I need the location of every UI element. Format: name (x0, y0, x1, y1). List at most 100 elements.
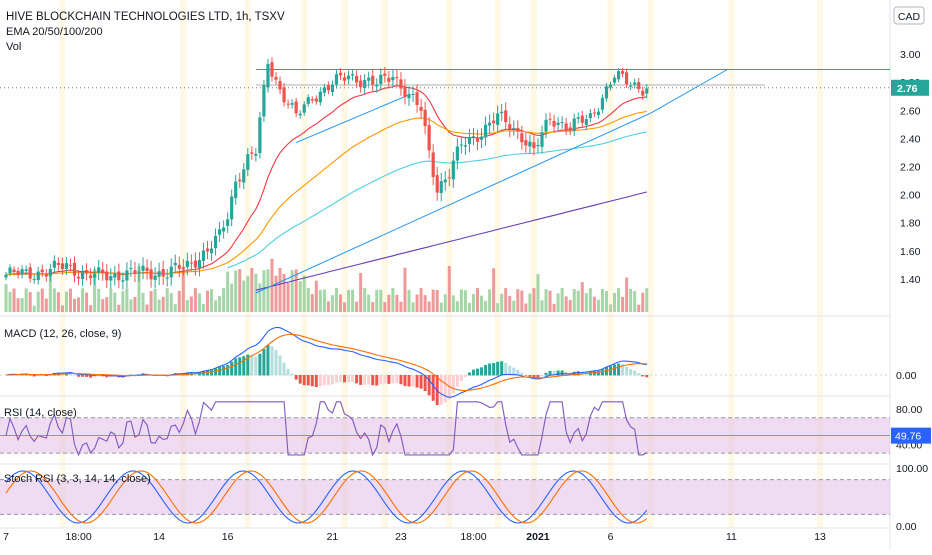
candle-body (254, 153, 258, 156)
volume-bar (44, 298, 48, 312)
volume-bar (532, 288, 536, 312)
macd-histogram-bar (306, 375, 310, 386)
macd-histogram-bar (544, 372, 548, 376)
volume-bar (524, 303, 528, 312)
volume-bar (262, 270, 266, 312)
volume-bar (302, 275, 306, 312)
volume-bar (157, 299, 161, 312)
macd-histogram-bar (641, 375, 645, 377)
volume-bar (580, 282, 584, 312)
candle-body (359, 80, 363, 88)
rsi-line (5, 401, 648, 457)
highlight-band (494, 0, 501, 528)
volume-bar (218, 296, 222, 312)
macd-histogram-bar (351, 375, 355, 383)
candle-body (447, 177, 451, 179)
volume-bar (8, 291, 12, 312)
candle-body (334, 74, 339, 85)
volume-bar (125, 288, 129, 312)
rsi-pane (0, 401, 890, 457)
candle-body (250, 152, 254, 154)
candle-body (72, 262, 77, 276)
highlight-band (728, 0, 735, 528)
candle-body (604, 86, 609, 99)
price-tick-label: 1.60 (900, 246, 921, 258)
candle-body (109, 276, 113, 281)
price-pane (0, 57, 890, 312)
candle-body (540, 132, 544, 147)
volume-bar (177, 290, 181, 312)
volume-bar (471, 294, 475, 312)
volume-bar (383, 302, 387, 312)
candle-body (197, 260, 202, 269)
candle-body (330, 84, 335, 92)
volume-bar (500, 293, 504, 312)
macd-histogram-bar (218, 366, 222, 376)
volume-bar (629, 288, 633, 312)
macd-histogram-bar (399, 375, 403, 385)
candle-body (266, 64, 270, 88)
macd-histogram-bar (68, 372, 72, 376)
channel-trendline (295, 94, 410, 144)
candle-body (427, 125, 431, 151)
ema-line-100 (227, 131, 647, 269)
macd-histogram-bar (556, 370, 560, 376)
macd-histogram-bar (439, 375, 443, 405)
candle-body (568, 127, 572, 130)
volume-bar (347, 289, 351, 312)
candle-body (612, 77, 617, 83)
macd-histogram-bar (411, 375, 415, 387)
macd-histogram-bar (516, 369, 520, 376)
macd-pane (0, 326, 890, 406)
macd-histogram-bar (230, 361, 234, 376)
macd-histogram-bar (262, 349, 266, 376)
macd-histogram-bar (334, 375, 338, 383)
candle-body (52, 260, 56, 268)
candle-body (105, 271, 109, 281)
volume-bar (459, 289, 463, 312)
volume-bar (415, 294, 419, 312)
macd-histogram-bar (359, 375, 363, 385)
volume-bar (85, 292, 89, 312)
candle-body (246, 154, 250, 170)
macd-histogram-bar (197, 372, 201, 376)
candle-body (310, 99, 314, 101)
macd-histogram-bar (560, 370, 564, 376)
rsi-legend: RSI (14, close) (4, 407, 77, 419)
volume-bar (520, 290, 524, 312)
support-trendline (255, 69, 728, 294)
candle-body (68, 264, 73, 266)
candle-body (387, 77, 391, 82)
macd-histogram-bar (242, 356, 246, 376)
currency-button[interactable] (893, 6, 925, 25)
volume-bar (141, 292, 145, 312)
volume-bar (189, 296, 193, 312)
macd-histogram-bar (314, 375, 318, 388)
candle-body (383, 73, 387, 76)
macd-histogram-bar (343, 375, 347, 383)
stoch-rsi-pane (0, 470, 890, 524)
volume-bar (169, 293, 173, 312)
macd-histogram-bar (447, 375, 451, 400)
candle-body (173, 262, 177, 266)
volume-bar (282, 273, 286, 312)
stoch-tick-label: 0.00 (896, 521, 917, 533)
candle-body (318, 91, 322, 103)
macd-histogram-bar (427, 375, 431, 396)
candle-body (528, 141, 532, 147)
volume-bar (411, 302, 415, 312)
macd-histogram-bar (363, 375, 367, 385)
volume-bar (165, 288, 169, 312)
macd-histogram-bar (512, 367, 516, 376)
volume-bar (403, 267, 407, 312)
candle-body (217, 229, 222, 235)
volume-bar (576, 290, 580, 312)
macd-histogram-bar (471, 369, 475, 376)
volume-bar (286, 282, 290, 312)
macd-histogram-bar (302, 375, 306, 386)
candle-body (213, 235, 218, 249)
volume-bar (306, 288, 310, 312)
macd-histogram-bar (403, 375, 407, 387)
